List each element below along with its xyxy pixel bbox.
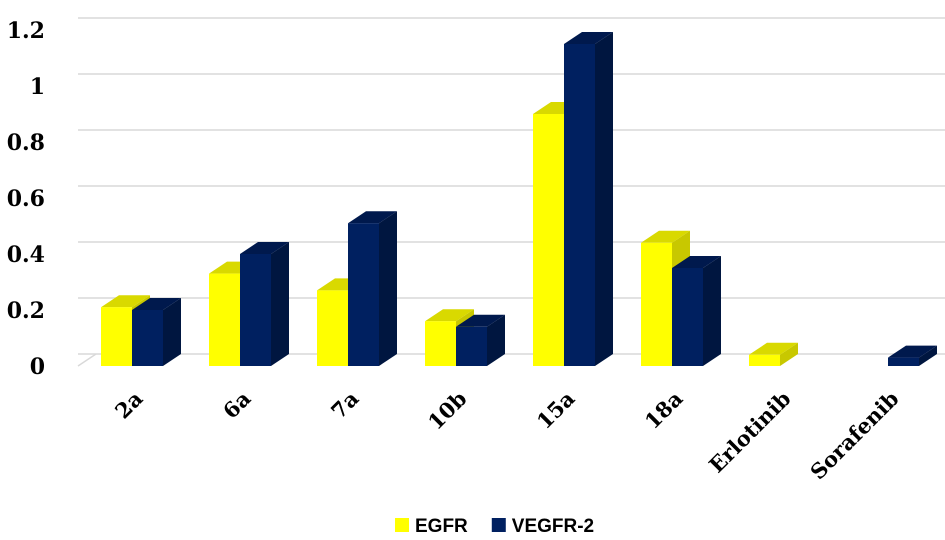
x-category-label: 10b xyxy=(423,386,472,435)
bar-15a-EGFR-front xyxy=(533,114,564,366)
y-tick-label: 0 xyxy=(30,354,45,380)
bar-Sorafenib-VEGFR-2-side xyxy=(919,345,937,366)
bar-10b-VEGFR-2-front xyxy=(456,326,487,366)
bar-7a-VEGFR-2-front xyxy=(348,223,379,366)
bar-6a-VEGFR-2 xyxy=(240,242,289,366)
bar-7a-VEGFR-2-side xyxy=(379,211,397,366)
x-category-label: Erlotinib xyxy=(704,386,796,478)
bar-Erlotinib-EGFR-side xyxy=(780,342,798,366)
bar-18a-VEGFR-2-front xyxy=(672,268,703,366)
x-category-label: 18a xyxy=(640,386,688,434)
bar-18a-VEGFR-2 xyxy=(672,256,721,366)
bars xyxy=(101,32,937,366)
floor-edge xyxy=(77,353,97,367)
y-tick-label: 0.2 xyxy=(7,298,45,324)
bar-15a-VEGFR-2 xyxy=(564,32,613,366)
y-tick-label: 1.2 xyxy=(7,18,45,44)
y-tick-label: 0.4 xyxy=(7,242,45,268)
bar-10b-VEGFR-2-side xyxy=(487,314,505,366)
x-category-label: 7a xyxy=(326,386,364,424)
bar-6a-EGFR-front xyxy=(209,273,240,366)
bar-6a-VEGFR-2-side xyxy=(271,242,289,366)
bar-2a-EGFR-front xyxy=(101,307,132,366)
bar-15a-VEGFR-2-front xyxy=(564,44,595,366)
x-category-label: 2a xyxy=(110,386,148,424)
bar-18a-EGFR-front xyxy=(641,242,672,366)
bar-7a-VEGFR-2-top xyxy=(348,211,397,224)
legend-label-1: VEGFR-2 xyxy=(512,516,594,537)
bar-6a-VEGFR-2-top xyxy=(240,242,289,254)
bar-15a-VEGFR-2-top xyxy=(564,32,613,44)
bar-Erlotinib-EGFR-front xyxy=(749,354,780,366)
bar-2a-VEGFR-2 xyxy=(132,298,181,366)
bar-2a-EGFR-top xyxy=(101,295,150,308)
legend-swatch-1 xyxy=(491,518,506,532)
bar-15a-VEGFR-2-side xyxy=(595,32,613,366)
bar-10b-VEGFR-2-top xyxy=(456,314,505,327)
x-category-label: 6a xyxy=(218,386,256,424)
bar-2a-VEGFR-2-top xyxy=(132,298,181,310)
gridlines xyxy=(77,17,945,367)
y-tick-label: 0.8 xyxy=(7,130,45,156)
bar-6a-VEGFR-2-front xyxy=(240,254,271,366)
bar-Sorafenib-VEGFR-2 xyxy=(888,345,937,366)
bar-10b-VEGFR-2 xyxy=(456,314,505,366)
bar-2a-VEGFR-2-side xyxy=(163,298,181,366)
legend-swatch-0 xyxy=(395,518,409,532)
bar-Erlotinib-EGFR xyxy=(749,342,798,366)
bar-18a-EGFR-top xyxy=(641,230,690,243)
bar-10b-EGFR-top xyxy=(425,309,474,322)
y-tick-label: 1 xyxy=(30,74,45,100)
legend-label-0: EGFR xyxy=(415,516,468,537)
x-category-label: Sorafenib xyxy=(805,386,903,484)
bar-7a-EGFR-front xyxy=(317,290,348,366)
y-tick-label: 0.6 xyxy=(7,186,45,212)
bar-2a-VEGFR-2-front xyxy=(132,310,163,366)
bar-18a-VEGFR-2-side xyxy=(703,256,721,366)
bar-18a-VEGFR-2-top xyxy=(672,256,721,268)
y-axis-ticks: 0 0.2 0.4 0.6 0.8 1 1.2 xyxy=(7,18,45,380)
bar-10b-EGFR-front xyxy=(425,321,456,366)
bar-7a-VEGFR-2 xyxy=(348,211,397,366)
x-axis-categories: 2a 6a 7a 10b 15a 18a Erlotinib Sorafenib xyxy=(110,386,904,485)
legend: EGFR VEGFR-2 xyxy=(395,516,594,537)
bar-Erlotinib-EGFR-top xyxy=(749,342,798,355)
bar-Sorafenib-VEGFR-2-front xyxy=(888,357,919,366)
x-category-label: 15a xyxy=(532,386,580,434)
bar-Sorafenib-VEGFR-2-top xyxy=(888,345,937,358)
